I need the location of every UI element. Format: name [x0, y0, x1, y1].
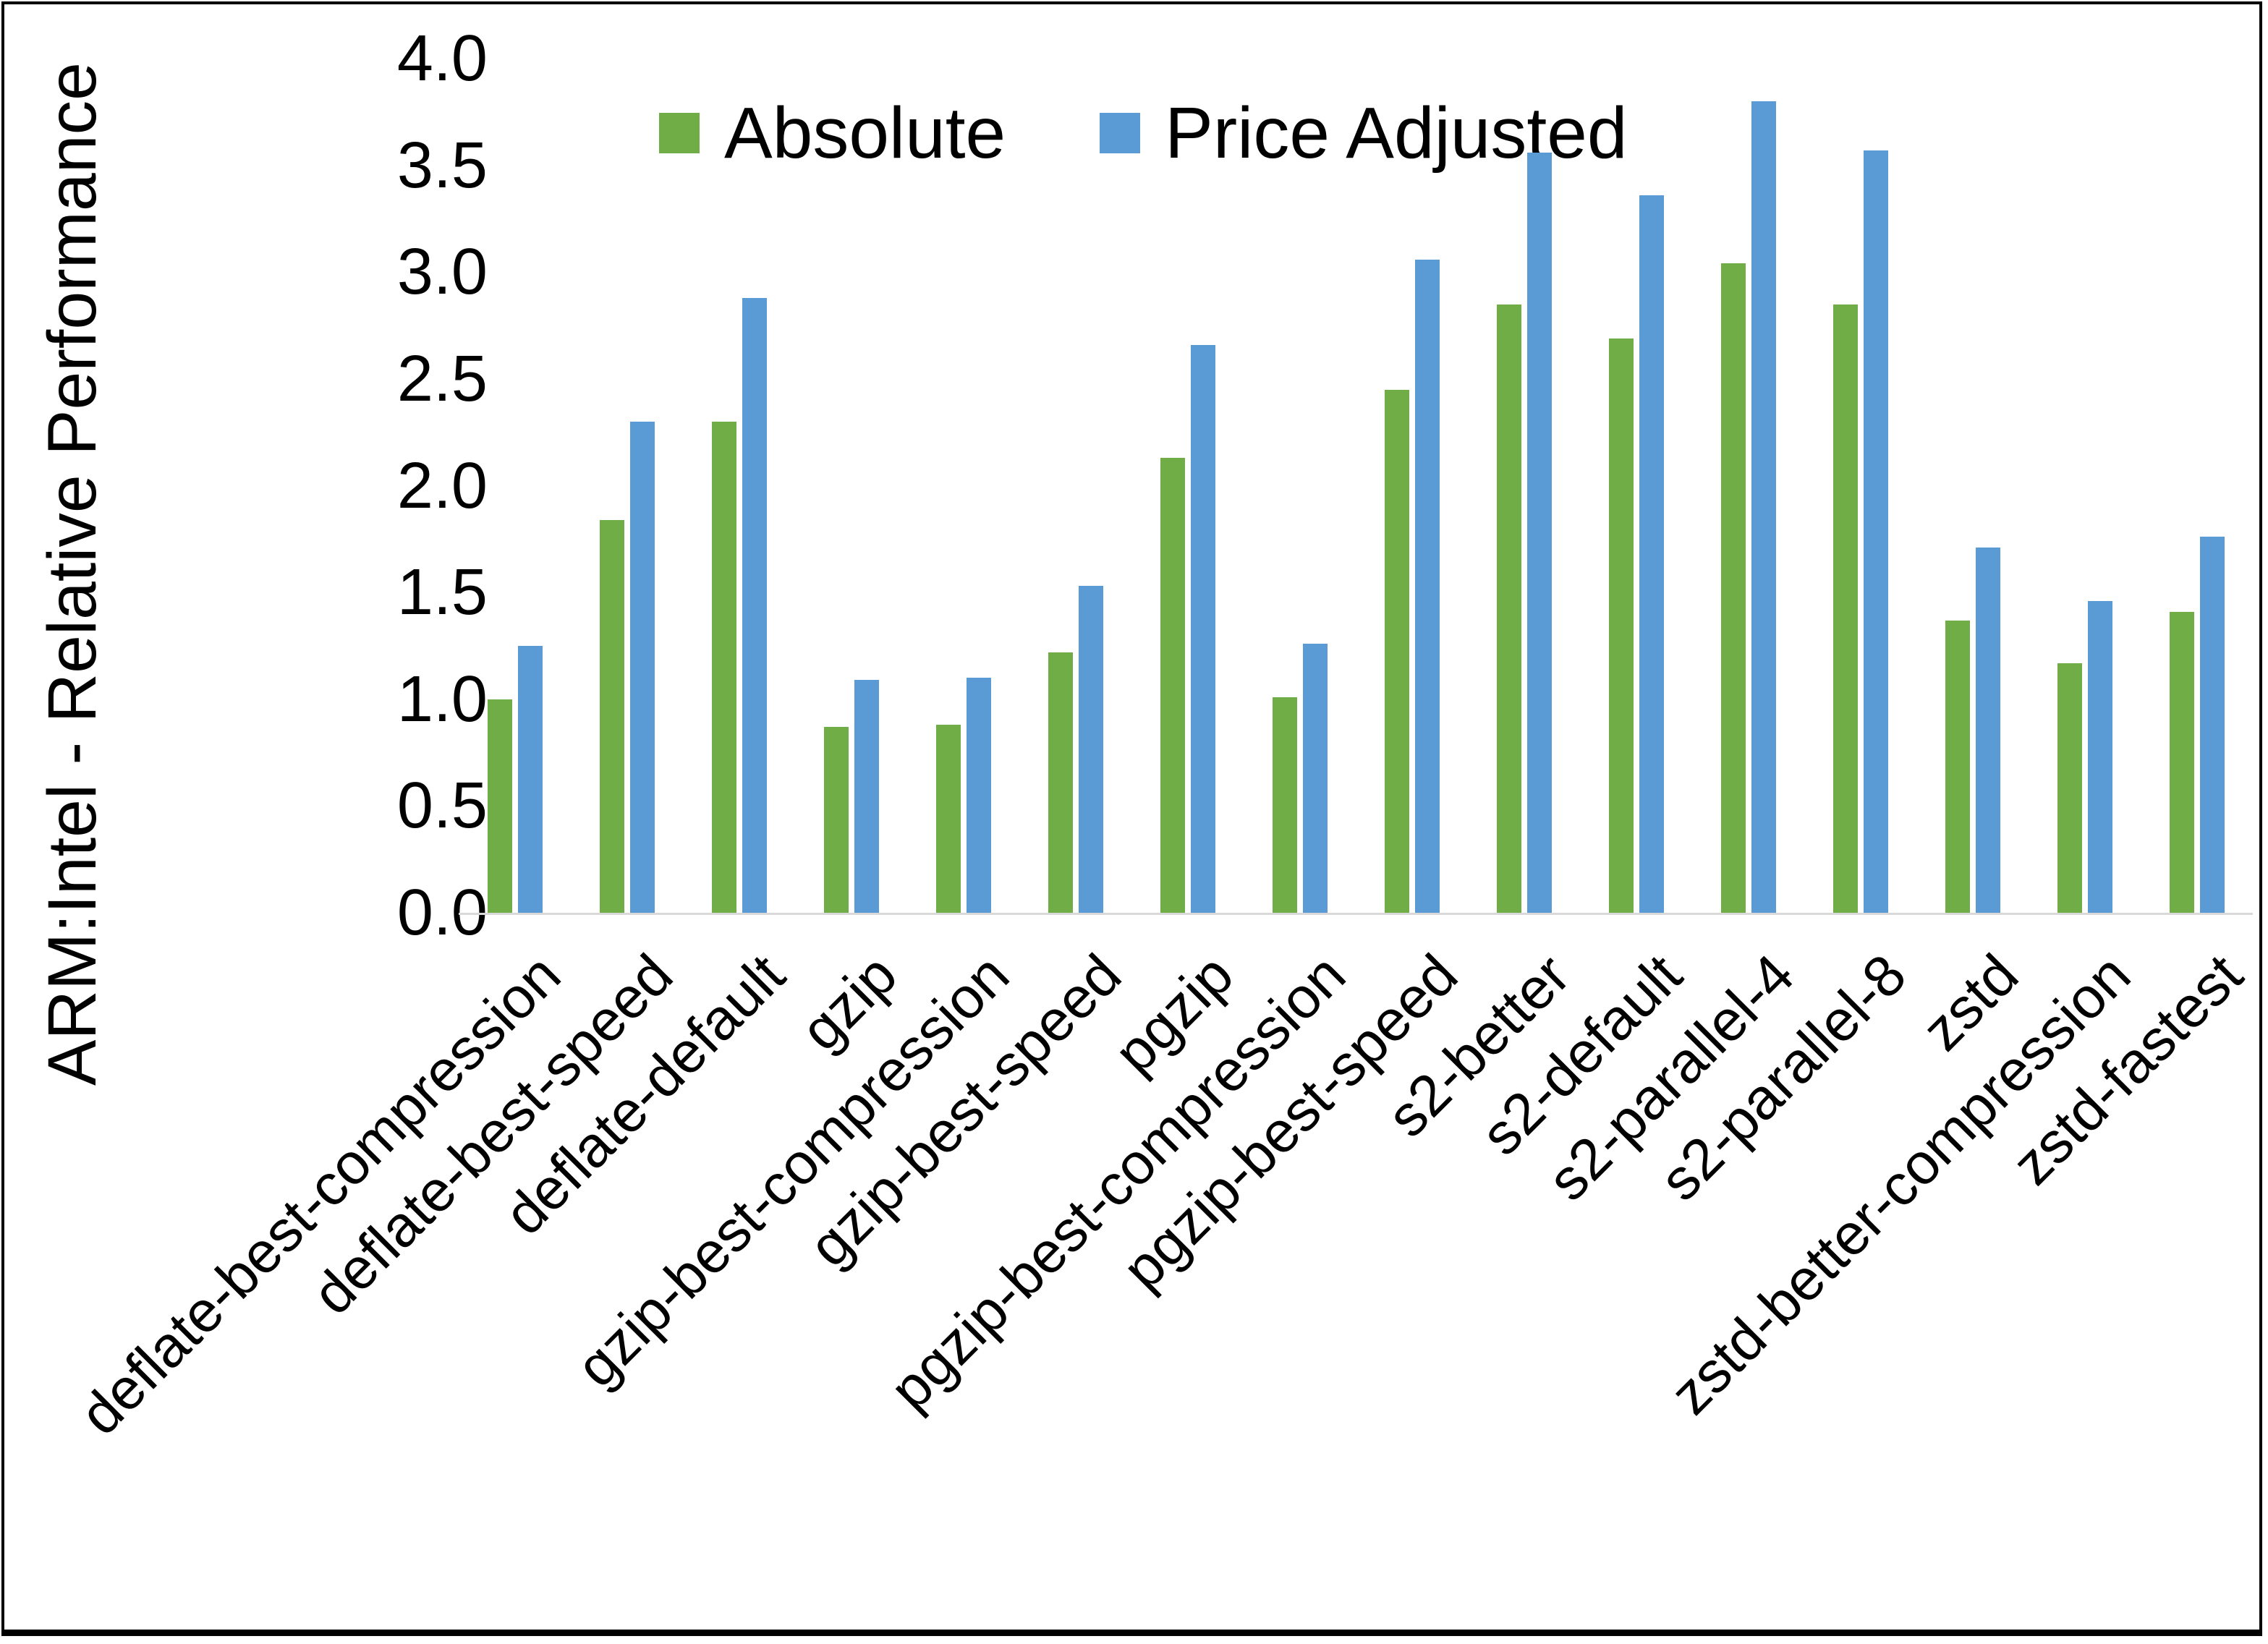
bar-price-adjusted-pgzip-best-speed	[1415, 260, 1440, 913]
y-axis-tick-label: 1.5	[396, 556, 488, 629]
bar-absolute-s2-parallel-8	[1833, 304, 1858, 913]
bar-absolute-gzip-best-compression	[936, 725, 961, 913]
bar-price-adjusted-deflate-default	[742, 298, 767, 913]
bar-price-adjusted-pgzip-best-compression	[1303, 644, 1328, 913]
legend-label-price-adjusted: Price Adjusted	[1165, 93, 1628, 174]
y-axis-title: ARM:Intel - Relative Performance	[34, 62, 111, 1086]
bar-absolute-deflate-default	[712, 422, 736, 913]
bar-absolute-deflate-best-compression	[488, 699, 512, 913]
bar-price-adjusted-gzip	[854, 680, 879, 913]
bar-price-adjusted-s2-better	[1527, 153, 1552, 913]
bar-absolute-pgzip	[1160, 458, 1185, 913]
bar-absolute-gzip	[824, 727, 849, 913]
bar-price-adjusted-zstd-better-compression	[2088, 601, 2112, 913]
bar-price-adjusted-s2-default	[1639, 195, 1664, 913]
y-axis-tick-label: 2.5	[396, 342, 488, 415]
y-axis-tick-label: 4.0	[396, 22, 488, 95]
bar-price-adjusted-s2-parallel-4	[1751, 101, 1776, 913]
bar-absolute-s2-parallel-4	[1721, 263, 1746, 913]
y-axis-tick-label: 2.0	[396, 449, 488, 522]
y-axis-tick-label: 3.5	[396, 129, 488, 202]
bar-absolute-deflate-best-speed	[600, 520, 624, 913]
bar-price-adjusted-s2-parallel-8	[1864, 150, 1888, 913]
legend-swatch-absolute-icon	[659, 113, 700, 153]
x-axis-line	[459, 913, 2253, 915]
bar-price-adjusted-zstd	[1976, 548, 2000, 913]
bar-absolute-zstd-fastest	[2170, 612, 2194, 913]
bar-price-adjusted-gzip-best-speed	[1079, 586, 1103, 913]
legend-item-absolute: Absolute	[659, 97, 1006, 169]
bar-price-adjusted-zstd-fastest	[2200, 537, 2225, 913]
bar-absolute-pgzip-best-speed	[1385, 390, 1409, 913]
legend-swatch-price-adjusted-icon	[1100, 113, 1141, 153]
bar-price-adjusted-pgzip	[1191, 345, 1215, 913]
legend-label-absolute: Absolute	[724, 93, 1006, 174]
bar-absolute-s2-default	[1609, 338, 1634, 913]
bar-absolute-zstd	[1945, 621, 1970, 913]
y-axis-tick-label: 0.5	[396, 770, 488, 843]
bar-price-adjusted-deflate-best-speed	[630, 422, 655, 913]
bar-absolute-s2-better	[1497, 304, 1521, 913]
y-axis-tick-label: 0.0	[396, 877, 488, 949]
bar-absolute-pgzip-best-compression	[1273, 697, 1297, 913]
bar-price-adjusted-gzip-best-compression	[967, 678, 991, 913]
legend: Absolute Price Adjusted	[659, 97, 1627, 169]
bar-price-adjusted-deflate-best-compression	[518, 646, 543, 913]
bar-absolute-gzip-best-speed	[1048, 652, 1073, 913]
y-axis-tick-label: 3.0	[396, 236, 488, 309]
y-axis-tick-label: 1.0	[396, 663, 488, 736]
bar-absolute-zstd-better-compression	[2057, 663, 2082, 913]
